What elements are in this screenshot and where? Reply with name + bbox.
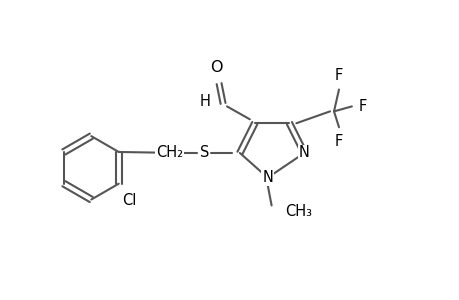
Text: F: F: [334, 68, 342, 82]
Text: Cl: Cl: [122, 193, 136, 208]
Text: H: H: [199, 94, 210, 109]
Text: CH₂: CH₂: [156, 146, 183, 160]
Text: O: O: [209, 60, 222, 75]
Text: F: F: [358, 99, 366, 114]
Text: F: F: [334, 134, 342, 149]
Text: N: N: [298, 146, 309, 160]
Text: N: N: [262, 170, 273, 185]
Text: S: S: [199, 146, 208, 160]
Text: CH₃: CH₃: [285, 204, 312, 219]
